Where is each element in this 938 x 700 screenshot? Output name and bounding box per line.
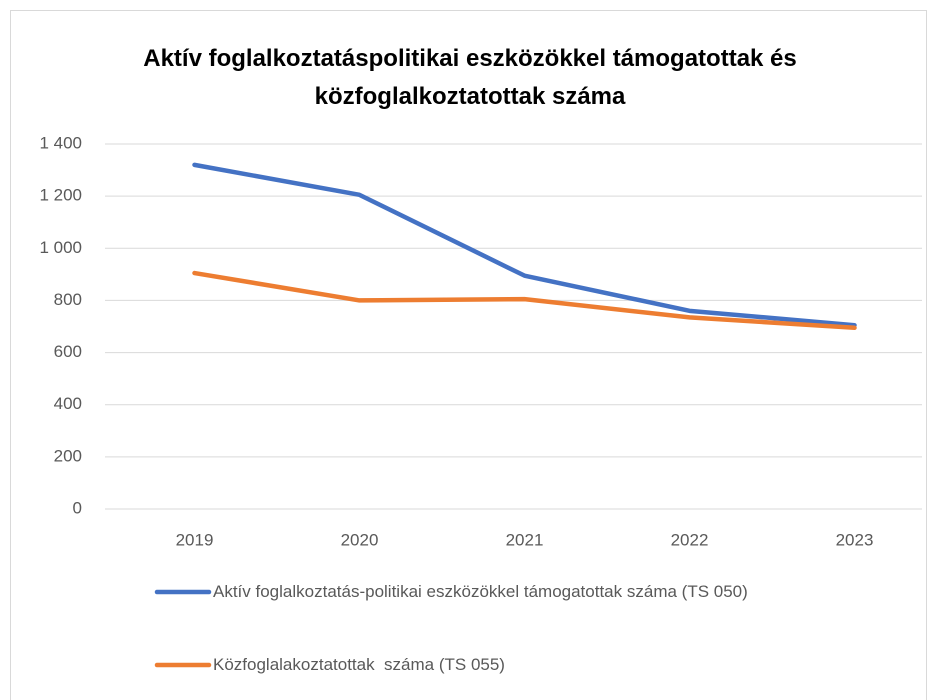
legend-label: Aktív foglalkoztatás-politikai eszközökk…: [213, 582, 748, 601]
y-tick-label: 800: [54, 290, 82, 309]
y-tick-label: 1 400: [39, 133, 82, 152]
y-tick-label: 200: [54, 446, 82, 465]
x-tick-label: 2023: [836, 530, 874, 549]
y-tick-label: 400: [54, 394, 82, 413]
legend-label: Közfoglalakoztatottak száma (TS 055): [213, 655, 505, 674]
x-tick-label: 2022: [671, 530, 709, 549]
series-line: [192, 162, 857, 328]
x-tick-label: 2021: [506, 530, 544, 549]
chart-title: Aktív foglalkoztatáspolitikai eszközökke…: [143, 45, 797, 110]
x-tick-label: 2019: [176, 530, 214, 549]
y-tick-label: 1 200: [39, 186, 82, 205]
x-tick-label: 2020: [341, 530, 379, 549]
y-tick-label: 600: [54, 342, 82, 361]
y-tick-label: 0: [73, 498, 82, 517]
y-tick-label: 1 000: [39, 238, 82, 257]
series-line: [192, 270, 857, 331]
chart-frame: [10, 10, 927, 700]
